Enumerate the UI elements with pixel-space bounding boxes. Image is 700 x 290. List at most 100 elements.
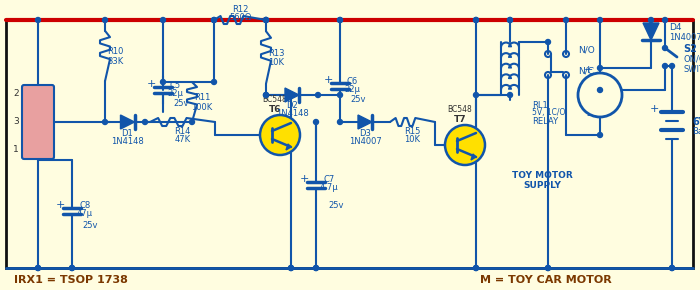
Circle shape bbox=[578, 73, 622, 117]
Text: 22µ: 22µ bbox=[167, 88, 183, 97]
Text: D4: D4 bbox=[669, 23, 682, 32]
Circle shape bbox=[102, 17, 108, 23]
Text: M = TOY CAR MOTOR: M = TOY CAR MOTOR bbox=[480, 275, 612, 285]
Text: -: - bbox=[586, 110, 590, 120]
Text: +: + bbox=[650, 104, 659, 114]
Text: SWITCH: SWITCH bbox=[683, 64, 700, 73]
Circle shape bbox=[211, 17, 216, 23]
Circle shape bbox=[36, 266, 41, 271]
Circle shape bbox=[160, 79, 165, 84]
Circle shape bbox=[143, 119, 148, 124]
Text: 5V, 1C/O: 5V, 1C/O bbox=[532, 108, 566, 117]
Text: R15: R15 bbox=[405, 128, 421, 137]
Text: 6V: 6V bbox=[692, 117, 700, 127]
Circle shape bbox=[36, 17, 41, 23]
Circle shape bbox=[36, 266, 41, 271]
Circle shape bbox=[545, 266, 550, 271]
Text: 25v: 25v bbox=[83, 222, 98, 231]
Text: R11: R11 bbox=[194, 93, 210, 102]
Circle shape bbox=[508, 93, 512, 97]
Polygon shape bbox=[643, 23, 659, 40]
Circle shape bbox=[598, 66, 603, 70]
Text: BC548: BC548 bbox=[447, 106, 473, 115]
Circle shape bbox=[337, 119, 342, 124]
Text: 1N4148: 1N4148 bbox=[111, 137, 144, 146]
Text: C6: C6 bbox=[346, 77, 358, 86]
Circle shape bbox=[669, 266, 675, 271]
Circle shape bbox=[260, 115, 300, 155]
Circle shape bbox=[314, 266, 318, 271]
Circle shape bbox=[263, 17, 269, 23]
Circle shape bbox=[69, 266, 74, 271]
Text: T6: T6 bbox=[269, 104, 281, 113]
Text: R13: R13 bbox=[267, 49, 284, 58]
Text: +: + bbox=[583, 65, 593, 75]
Circle shape bbox=[598, 88, 603, 93]
Circle shape bbox=[337, 17, 342, 23]
Polygon shape bbox=[120, 115, 134, 129]
Circle shape bbox=[445, 125, 485, 165]
Circle shape bbox=[508, 17, 512, 23]
Text: 1: 1 bbox=[13, 146, 19, 155]
Circle shape bbox=[598, 17, 603, 23]
Text: C7: C7 bbox=[323, 175, 335, 184]
Text: 1N4007: 1N4007 bbox=[669, 32, 700, 41]
Text: 22µ: 22µ bbox=[344, 84, 360, 93]
Circle shape bbox=[598, 133, 603, 137]
Circle shape bbox=[263, 17, 269, 23]
Text: R14: R14 bbox=[174, 128, 190, 137]
Text: 10K: 10K bbox=[268, 58, 284, 67]
Text: +: + bbox=[300, 174, 309, 184]
FancyBboxPatch shape bbox=[22, 85, 54, 159]
Text: 560Ω: 560Ω bbox=[229, 12, 251, 21]
Bar bbox=[6, 20, 693, 268]
Text: 3: 3 bbox=[13, 117, 19, 126]
Polygon shape bbox=[471, 154, 476, 160]
Circle shape bbox=[669, 266, 675, 271]
Text: S2: S2 bbox=[683, 44, 697, 54]
Circle shape bbox=[564, 17, 568, 23]
Circle shape bbox=[473, 266, 479, 271]
Circle shape bbox=[263, 93, 269, 97]
Circle shape bbox=[69, 266, 74, 271]
Circle shape bbox=[648, 17, 654, 23]
Circle shape bbox=[473, 266, 479, 271]
Circle shape bbox=[288, 266, 293, 271]
Circle shape bbox=[314, 266, 318, 271]
Text: N/O: N/O bbox=[578, 46, 595, 55]
Text: 2: 2 bbox=[13, 90, 19, 99]
Circle shape bbox=[211, 79, 216, 84]
Text: SUPPLY: SUPPLY bbox=[523, 180, 561, 189]
Text: 10K: 10K bbox=[405, 135, 421, 144]
Text: RELAY: RELAY bbox=[532, 117, 558, 126]
Circle shape bbox=[288, 266, 293, 271]
Text: R12: R12 bbox=[232, 5, 248, 14]
Text: 1N4007: 1N4007 bbox=[349, 137, 382, 146]
Text: Batt.: Batt. bbox=[692, 128, 700, 137]
Text: X1: X1 bbox=[33, 122, 47, 132]
Circle shape bbox=[545, 39, 550, 44]
Circle shape bbox=[662, 17, 668, 23]
Polygon shape bbox=[286, 144, 291, 150]
Circle shape bbox=[102, 119, 108, 124]
Circle shape bbox=[473, 93, 479, 97]
Text: 25v: 25v bbox=[350, 95, 365, 104]
Circle shape bbox=[473, 17, 479, 23]
Text: D2: D2 bbox=[286, 102, 298, 110]
Circle shape bbox=[160, 17, 165, 23]
Circle shape bbox=[337, 17, 342, 23]
Text: 4.7µ: 4.7µ bbox=[320, 184, 338, 193]
Text: IRX1 = TSOP 1738: IRX1 = TSOP 1738 bbox=[14, 275, 128, 285]
Circle shape bbox=[316, 93, 321, 97]
Text: +: + bbox=[323, 75, 332, 85]
Text: TOY MOTOR: TOY MOTOR bbox=[512, 171, 573, 180]
Circle shape bbox=[508, 17, 512, 23]
Text: T7: T7 bbox=[454, 115, 466, 124]
Text: D3: D3 bbox=[359, 128, 371, 137]
Text: C5: C5 bbox=[169, 81, 181, 90]
Circle shape bbox=[190, 119, 195, 124]
Circle shape bbox=[263, 93, 269, 97]
Text: RL1: RL1 bbox=[532, 101, 547, 110]
Circle shape bbox=[473, 17, 479, 23]
Text: IR: IR bbox=[34, 110, 46, 120]
